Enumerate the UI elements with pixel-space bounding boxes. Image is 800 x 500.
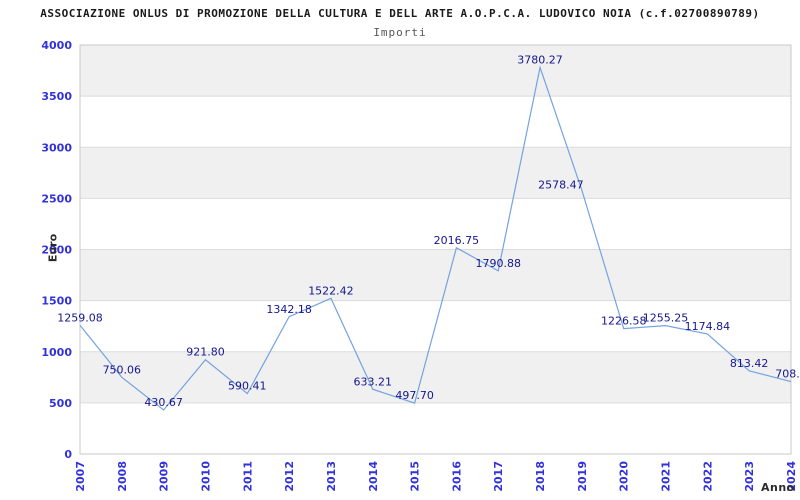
y-tick-label: 1000 xyxy=(41,346,72,359)
x-tick-label: 2024 xyxy=(785,461,798,492)
plot-band xyxy=(80,147,791,199)
chart-subtitle: Importi xyxy=(373,26,427,39)
value-label: 813.42 xyxy=(730,357,769,370)
y-tick-label: 500 xyxy=(49,397,72,410)
value-label: 1342.18 xyxy=(266,303,312,316)
plot-border xyxy=(79,44,792,455)
value-label: 3780.27 xyxy=(517,53,563,66)
plot-band xyxy=(80,45,791,97)
x-tick-label: 2009 xyxy=(158,461,171,492)
chart-title: ASSOCIAZIONE ONLUS DI PROMOZIONE DELLA C… xyxy=(40,7,760,20)
x-tick-label: 2011 xyxy=(241,461,254,492)
x-tick-label: 2013 xyxy=(325,461,338,492)
y-axis-title: Euro xyxy=(46,233,60,263)
value-label: 1174.84 xyxy=(685,320,731,333)
y-tick-label: 2000 xyxy=(41,244,72,257)
value-label: 2578.47 xyxy=(538,178,584,191)
y-tick-label: 3000 xyxy=(41,141,72,154)
x-tick-label: 2022 xyxy=(701,461,714,492)
y-tick-label: 0 xyxy=(64,448,72,461)
value-label: 921.80 xyxy=(186,346,225,359)
y-tick-label: 1500 xyxy=(41,295,72,308)
value-label: 1226.58 xyxy=(601,315,647,328)
plot-band xyxy=(80,249,791,301)
value-label: 1255.25 xyxy=(643,312,689,325)
value-label: 1790.88 xyxy=(475,257,521,270)
x-tick-label: 2008 xyxy=(116,461,129,492)
x-tick-label: 2017 xyxy=(492,461,505,492)
x-tick-label: 2015 xyxy=(409,461,422,492)
value-label: 2016.75 xyxy=(434,234,480,247)
x-tick-label: 2020 xyxy=(618,461,631,492)
value-label: 633.21 xyxy=(354,375,393,388)
value-label: 430.67 xyxy=(144,396,183,409)
x-axis-title: Anno xyxy=(761,481,795,494)
value-label: 750.06 xyxy=(103,363,142,376)
x-tick-label: 2019 xyxy=(576,461,589,492)
value-label: 708.4 xyxy=(775,368,800,381)
y-tick-label: 4000 xyxy=(41,39,72,52)
x-tick-label: 2021 xyxy=(660,461,673,492)
x-tick-label: 2010 xyxy=(199,461,212,492)
data-line xyxy=(79,65,792,411)
value-label: 497.70 xyxy=(395,389,434,402)
x-tick-label: 2018 xyxy=(534,461,547,492)
x-tick-label: 2007 xyxy=(74,461,87,492)
value-label: 1522.42 xyxy=(308,284,354,297)
value-label: 590.41 xyxy=(228,380,267,393)
x-tick-label: 2016 xyxy=(450,461,463,492)
value-label: 1259.08 xyxy=(57,311,103,324)
y-tick-label: 2500 xyxy=(41,192,72,205)
plot-band xyxy=(80,351,791,403)
y-tick-label: 3500 xyxy=(41,90,72,103)
x-tick-label: 2023 xyxy=(743,461,756,492)
x-tick-label: 2014 xyxy=(367,461,380,492)
x-tick-label: 2012 xyxy=(283,461,296,492)
